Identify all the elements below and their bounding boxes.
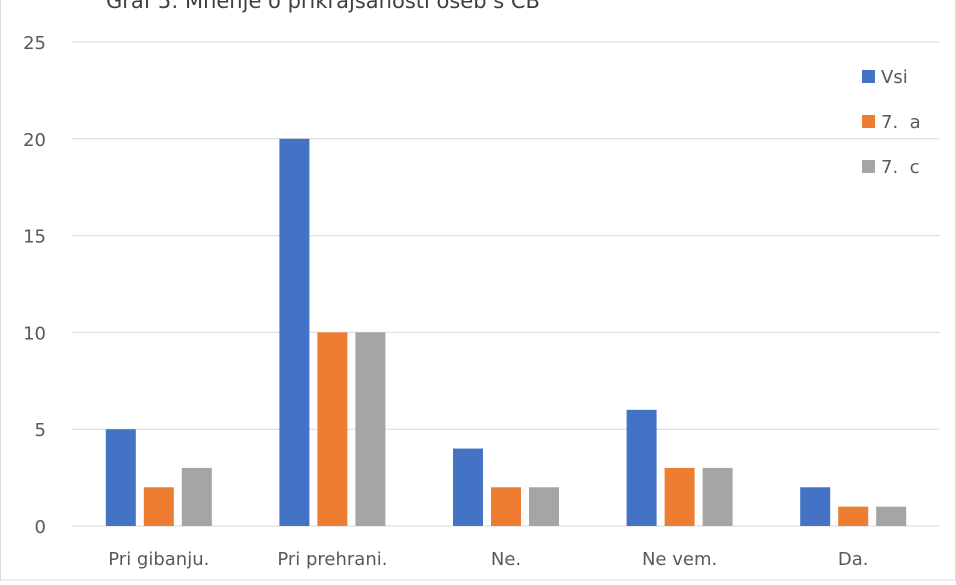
y-tick-label: 15: [23, 227, 46, 248]
bar: [279, 138, 310, 527]
bar: [105, 429, 136, 526]
legend-swatch: [862, 160, 875, 173]
y-tick-label: 5: [35, 420, 46, 441]
x-tick-label: Ne.: [491, 549, 521, 570]
bar: [453, 448, 483, 526]
bar: [529, 487, 559, 526]
legend-swatch: [862, 70, 875, 83]
legend-swatch: [862, 115, 875, 128]
legend-label: 7. a: [881, 112, 921, 133]
x-tick-label: Pri prehrani.: [277, 549, 387, 570]
bar: [143, 487, 174, 526]
bar: [702, 467, 733, 526]
bar: [626, 409, 657, 526]
x-tick-label: Pri gibanju.: [108, 549, 209, 570]
chart-title: Graf 5: Mnenje o prikrajšanosti oseb s C…: [106, 0, 540, 13]
bar: [800, 487, 831, 526]
bar: [491, 487, 521, 526]
y-tick-label: 10: [23, 323, 46, 344]
bar: [181, 467, 212, 526]
legend-label: Vsi: [881, 67, 908, 88]
y-tick-label: 25: [23, 33, 46, 54]
bar: [838, 506, 869, 526]
bar: [317, 332, 348, 526]
bar: [355, 332, 386, 526]
x-tick-label: Da.: [838, 549, 869, 570]
bar: [664, 467, 695, 526]
legend-label: 7. c: [881, 157, 920, 178]
x-tick-label: Ne vem.: [642, 549, 717, 570]
y-tick-label: 0: [35, 517, 46, 538]
y-tick-label: 20: [23, 130, 46, 151]
bar: [876, 506, 907, 526]
